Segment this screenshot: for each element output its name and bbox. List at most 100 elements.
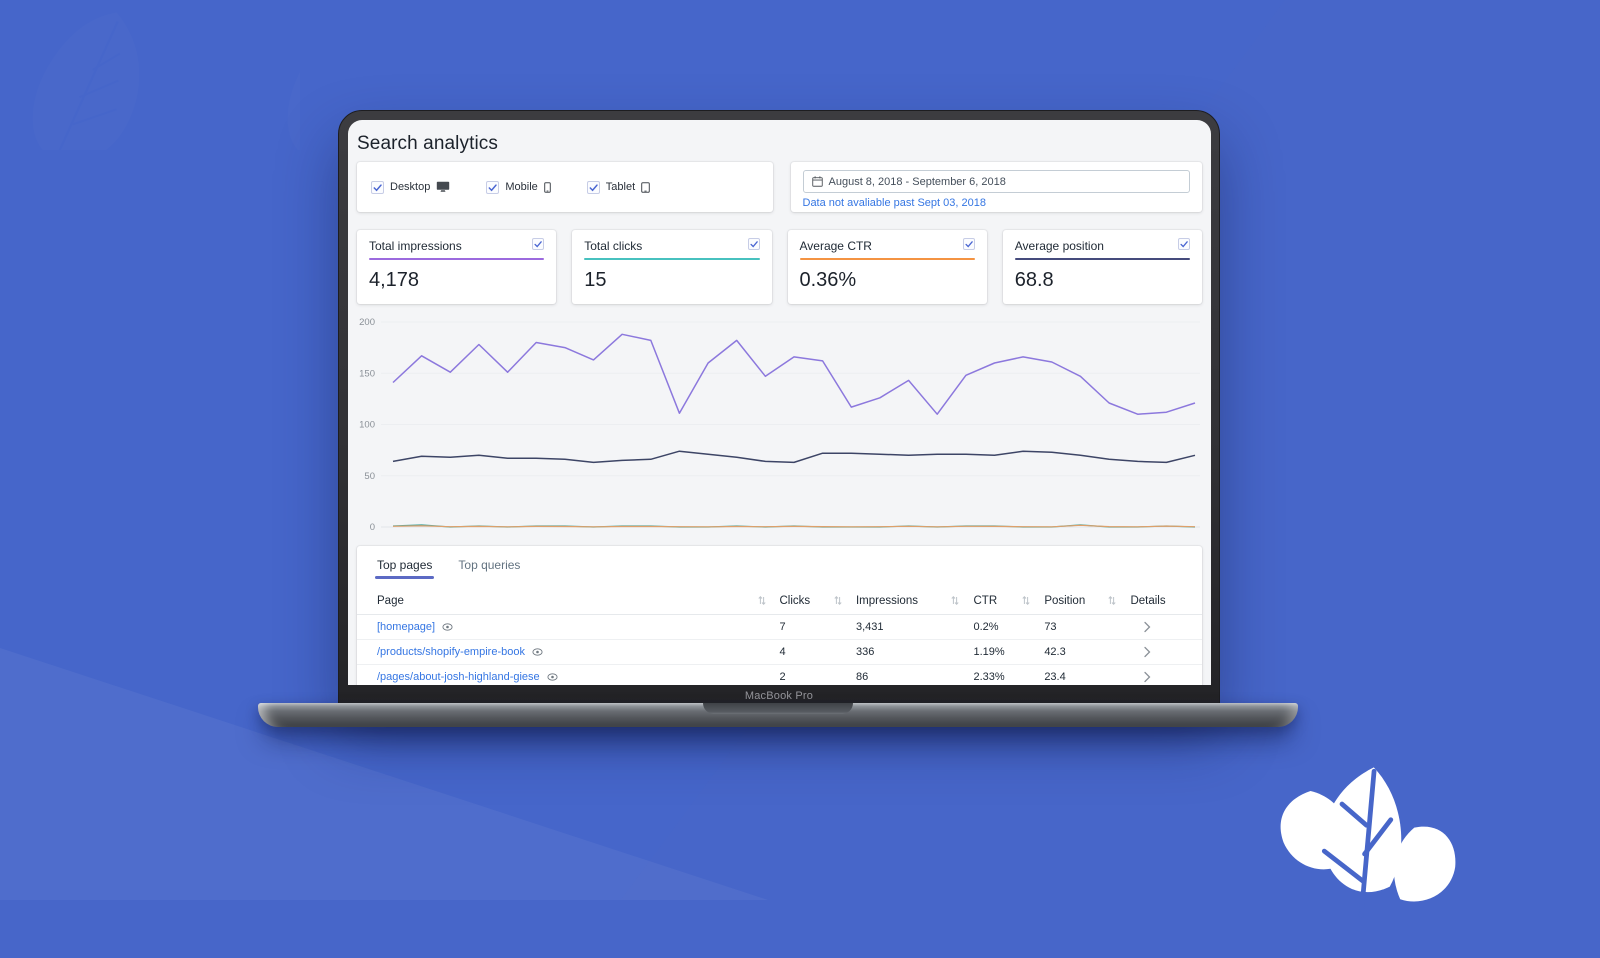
table-tabs: Top pages Top queries <box>357 546 1202 579</box>
eye-icon[interactable] <box>442 623 453 631</box>
metric-value: 0.36% <box>799 269 857 291</box>
check-icon <box>749 241 758 248</box>
chevron-right-icon[interactable] <box>1144 621 1151 633</box>
macbook-hinge-notch <box>703 703 853 714</box>
impressions-value: 336 <box>855 646 875 658</box>
metric-card-position: Average position 68.8 <box>1002 230 1202 304</box>
eye-icon[interactable] <box>547 673 558 681</box>
metric-value: 15 <box>584 269 607 291</box>
position-value: 23.4 <box>1044 671 1066 683</box>
check-icon <box>1180 241 1188 248</box>
metric-card-ctr: Average CTR 0.36% <box>787 230 987 304</box>
desktop-checkbox[interactable] <box>371 180 384 194</box>
page-background: { "page": { "bg_color": "#4766c9", "leaf… <box>0 0 1456 902</box>
metrics-row: Total impressions 4,178 Total clicks <box>357 230 1202 304</box>
metric-label: Average position <box>1014 239 1104 253</box>
metric-label: Total impressions <box>369 239 462 253</box>
page-title: Search analytics <box>357 133 499 154</box>
page-link[interactable]: [homepage] <box>377 621 436 633</box>
macbook-label: MacBook Pro <box>744 690 814 702</box>
leaf-logo <box>1280 767 1456 918</box>
device-filter-desktop[interactable]: Desktop <box>371 180 450 194</box>
device-filters-card: Desktop Mobile <box>357 162 773 212</box>
date-availability-note[interactable]: Data not avaliable past Sept 03, 2018 <box>802 197 986 209</box>
metric-accent-bar <box>1014 258 1190 260</box>
page-link[interactable]: /pages/about-josh-highland-giese <box>377 671 540 683</box>
mobile-icon <box>543 181 551 193</box>
check-icon <box>965 241 973 248</box>
column-header-position[interactable]: Position <box>1044 595 1130 607</box>
clicks-checkbox[interactable] <box>747 238 760 250</box>
svg-text:200: 200 <box>359 317 375 328</box>
position-value: 42.3 <box>1044 646 1066 658</box>
macbook-bezel: Search analytics Desktop <box>338 110 1220 709</box>
sort-icon[interactable] <box>834 595 842 606</box>
macbook-mockup: Search analytics Desktop <box>258 110 1298 727</box>
impressions-value: 86 <box>855 671 869 683</box>
macbook-base <box>258 703 1298 727</box>
metric-label: Average CTR <box>799 239 872 253</box>
sort-icon[interactable] <box>951 595 960 606</box>
top-pages-card: Top pages Top queries Page Clicks <box>357 546 1202 685</box>
date-range-card: August 8, 2018 - September 6, 2018 Data … <box>790 162 1202 212</box>
metric-card-clicks: Total clicks 15 <box>572 230 772 304</box>
position-checkbox[interactable] <box>1178 238 1190 250</box>
device-filter-mobile[interactable]: Mobile <box>486 180 551 194</box>
calendar-icon <box>811 176 823 187</box>
metric-accent-bar <box>799 258 975 260</box>
dashboard-screen: Search analytics Desktop <box>348 120 1211 685</box>
impressions-checkbox[interactable] <box>532 238 545 250</box>
clicks-value: 2 <box>779 671 786 683</box>
position-value: 73 <box>1044 621 1057 633</box>
tablet-checkbox[interactable] <box>586 180 600 194</box>
metric-accent-bar <box>369 258 545 260</box>
table-row: [homepage] 7 3,431 0.2% 73 <box>357 615 1202 640</box>
check-icon <box>373 183 382 191</box>
table-row: /pages/about-josh-highland-giese 2 86 2.… <box>357 665 1202 685</box>
metric-card-impressions: Total impressions 4,178 <box>357 230 557 304</box>
macbook-chin: MacBook Pro <box>339 684 1219 708</box>
column-header-impressions[interactable]: Impressions <box>856 595 974 607</box>
page-link[interactable]: /products/shopify-empire-book <box>377 646 525 658</box>
device-label: Tablet <box>605 181 636 193</box>
metric-value: 4,178 <box>369 269 420 291</box>
ctr-value: 2.33% <box>973 671 1005 683</box>
chevron-right-icon[interactable] <box>1144 671 1151 683</box>
date-range-input[interactable]: August 8, 2018 - September 6, 2018 <box>802 170 1190 193</box>
metric-accent-bar <box>584 258 760 260</box>
sort-icon[interactable] <box>1108 595 1117 606</box>
svg-text:150: 150 <box>359 368 375 379</box>
check-icon <box>534 241 543 248</box>
column-header-page[interactable]: Page <box>377 595 780 607</box>
desktop-icon <box>437 181 450 192</box>
device-filter-tablet[interactable]: Tablet <box>586 180 650 194</box>
mobile-checkbox[interactable] <box>486 180 500 194</box>
check-icon <box>589 183 598 191</box>
tab-top-pages[interactable]: Top pages <box>374 558 435 579</box>
ctr-value: 0.2% <box>973 621 999 633</box>
svg-text:50: 50 <box>364 471 375 482</box>
ctr-value: 1.19% <box>973 646 1005 658</box>
column-header-ctr[interactable]: CTR <box>973 595 1044 607</box>
tablet-icon <box>641 181 650 193</box>
sort-icon[interactable] <box>1022 595 1030 606</box>
tab-top-queries[interactable]: Top queries <box>458 558 521 572</box>
analytics-line-chart: 200 150 100 50 0 <box>357 312 1202 536</box>
ctr-checkbox[interactable] <box>962 238 975 250</box>
sort-icon[interactable] <box>757 595 766 606</box>
chart-line-position <box>392 450 1196 464</box>
column-header-clicks[interactable]: Clicks <box>780 595 856 607</box>
chart-line-ctr <box>392 524 1196 528</box>
table-row: /products/shopify-empire-book 4 336 1.19… <box>357 640 1202 665</box>
impressions-value: 3,431 <box>855 621 884 633</box>
clicks-value: 7 <box>779 621 786 633</box>
svg-text:0: 0 <box>370 522 375 533</box>
check-icon <box>488 183 498 191</box>
clicks-value: 4 <box>779 646 786 658</box>
svg-text:100: 100 <box>359 420 375 431</box>
device-label: Mobile <box>505 181 538 193</box>
chevron-right-icon[interactable] <box>1144 646 1151 658</box>
chart-line-impressions <box>392 333 1196 415</box>
eye-icon[interactable] <box>532 648 543 656</box>
date-range-value: August 8, 2018 - September 6, 2018 <box>828 175 1006 188</box>
